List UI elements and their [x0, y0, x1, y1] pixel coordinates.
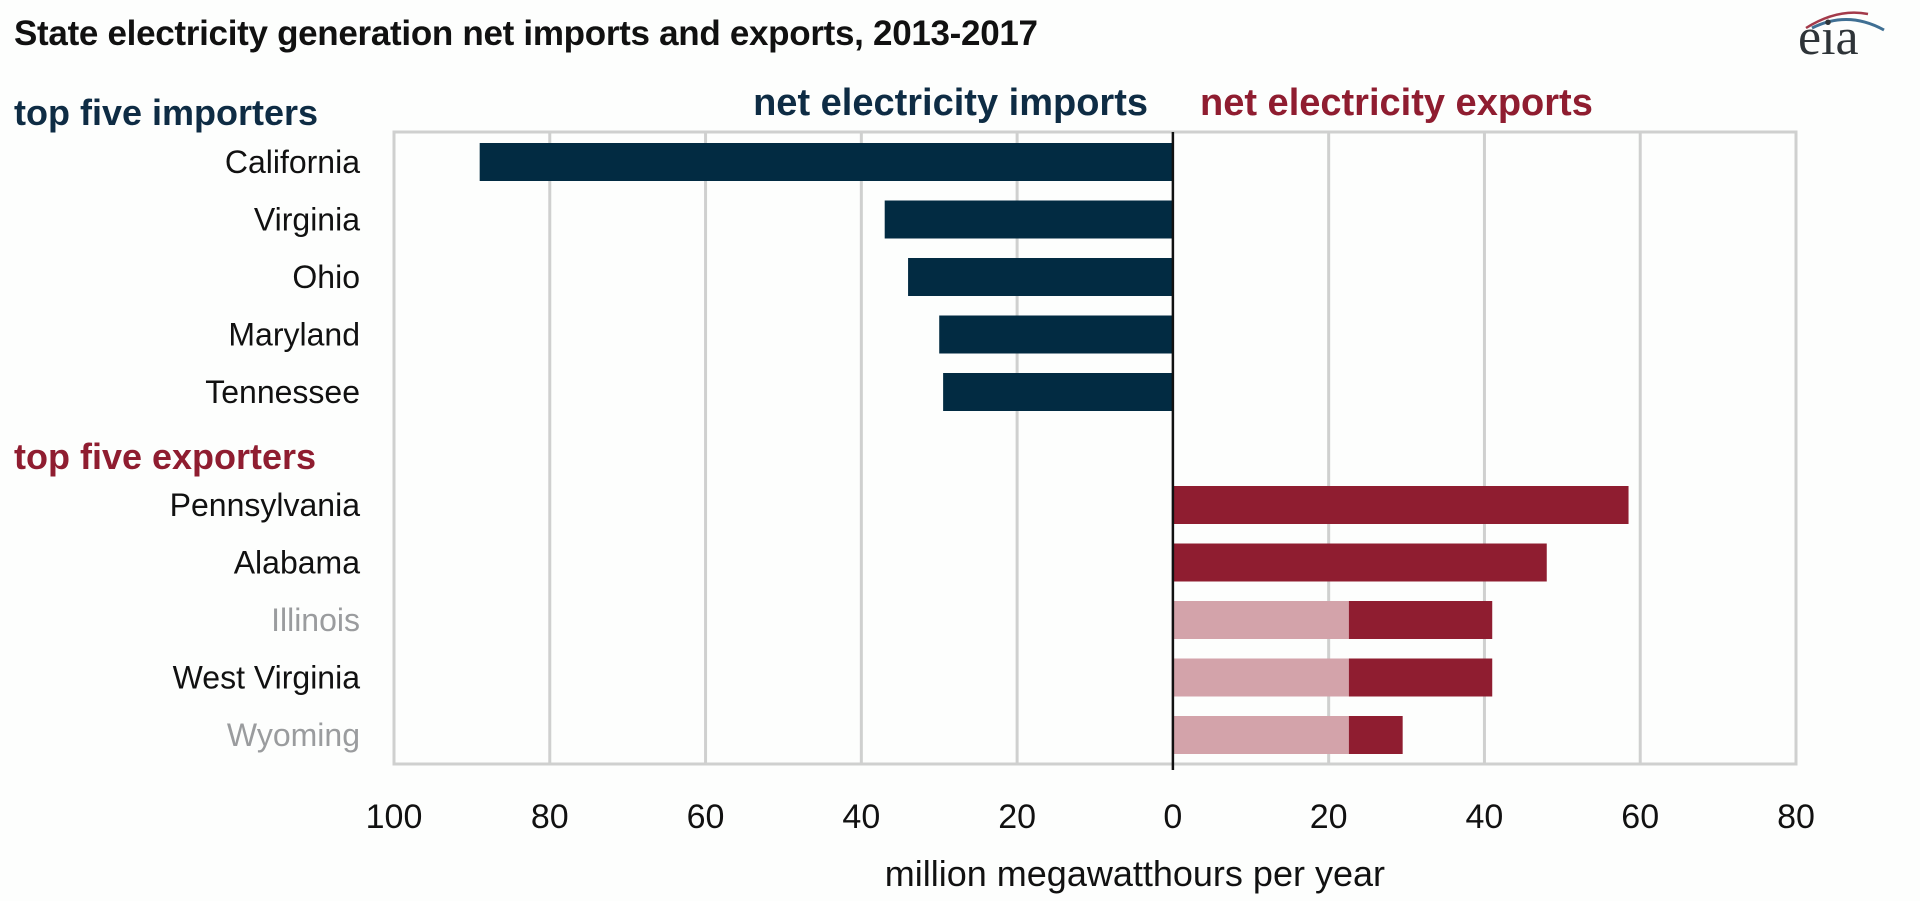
x-tick-label: 80: [1777, 798, 1815, 836]
bar-overlay-wyoming: [1172, 716, 1349, 754]
x-tick-label: 40: [1466, 798, 1504, 836]
bar-overlay-illinois: [1172, 601, 1349, 639]
eia-logo: eia: [1798, 6, 1888, 64]
x-tick-label: 80: [531, 798, 569, 836]
x-tick-label: 40: [842, 798, 880, 836]
logo-swoosh-icon: [1805, 11, 1885, 32]
bar-california: [479, 143, 1173, 181]
category-label: Illinois: [271, 602, 360, 638]
imports-side-label: net electricity imports: [753, 82, 1148, 124]
category-label: Ohio: [292, 259, 360, 295]
exporters-group-label: top five exporters: [14, 436, 317, 477]
x-tick-label: 20: [998, 798, 1036, 836]
x-tick-label: 60: [687, 798, 725, 836]
bar-tennessee: [943, 373, 1173, 411]
category-label: Wyoming: [227, 717, 360, 753]
chart-title: State electricity generation net imports…: [14, 14, 1038, 53]
category-label: Tennessee: [205, 374, 360, 410]
category-label: Virginia: [254, 202, 360, 238]
category-label: Maryland: [228, 317, 360, 353]
x-tick-label: 100: [366, 798, 423, 836]
importers-group-label: top five importers: [14, 92, 319, 133]
category-label: Alabama: [234, 545, 361, 581]
bar-maryland: [939, 315, 1173, 354]
x-axis-label: million megawatthours per year: [885, 853, 1385, 894]
bar-pennsylvania: [1172, 486, 1629, 524]
bar-ohio: [908, 258, 1173, 296]
logo-text: eia: [1798, 9, 1859, 66]
exports-side-label: net electricity exports: [1200, 82, 1593, 124]
category-label: Pennsylvania: [170, 487, 361, 523]
bar-virginia: [884, 200, 1173, 239]
x-tick-label: 0: [1163, 798, 1182, 836]
x-tick-label: 20: [1310, 798, 1348, 836]
category-label: West Virginia: [173, 660, 361, 696]
bar-alabama: [1172, 543, 1547, 582]
category-label: California: [225, 144, 360, 180]
x-tick-label: 60: [1621, 798, 1659, 836]
plot-frame: [392, 130, 1798, 766]
bar-overlay-west-virginia: [1172, 658, 1349, 697]
